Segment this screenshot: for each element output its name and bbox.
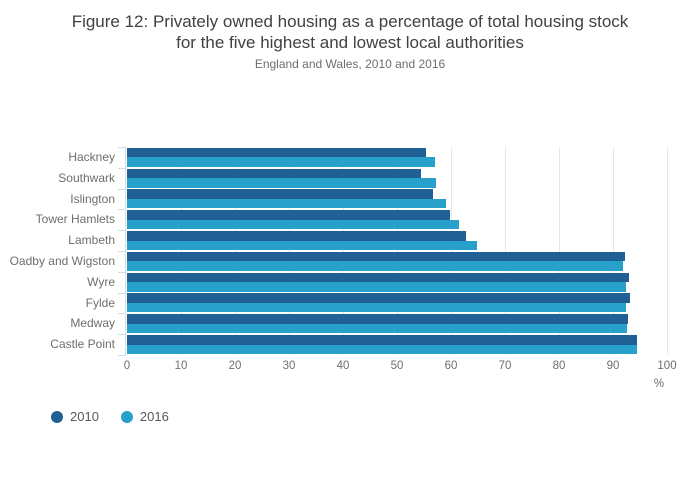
legend-label-2010: 2010	[70, 409, 99, 424]
bar-2016-castle-point	[127, 344, 637, 355]
y-axis-tick	[118, 313, 125, 315]
x-tick-label-20: 20	[228, 360, 242, 372]
category-label-medway: Medway	[70, 316, 115, 331]
x-tick-label-100: 100	[657, 360, 677, 372]
y-axis-tick	[118, 167, 125, 169]
bar-2016-medway	[127, 323, 627, 334]
category-label-islington: Islington	[70, 191, 115, 206]
bar-2010-tower-hamlets	[127, 210, 450, 220]
legend-marker-2010-icon	[51, 410, 63, 423]
plot-area	[118, 147, 668, 356]
bar-group-medway	[127, 313, 667, 334]
x-tick-label-10: 10	[174, 360, 188, 372]
y-axis-tick	[118, 209, 125, 211]
y-axis-labels: Hackney Southwark Islington Tower Hamlets La…	[0, 147, 115, 355]
chart-title: Figure 12: Privately owned housing as a …	[0, 11, 700, 53]
bar-group-tower-hamlets	[127, 209, 667, 230]
y-axis-tick	[118, 292, 125, 294]
y-axis-tick	[118, 188, 125, 190]
bar-2016-tower-hamlets	[127, 219, 460, 230]
category-label-oadby-and-wigston: Oadby and Wigston	[9, 254, 115, 268]
bar-2016-wyre	[127, 282, 626, 292]
x-tick-label-0: 0	[123, 360, 131, 372]
y-axis-tick	[118, 147, 125, 148]
y-axis-tick	[118, 251, 125, 252]
y-axis-tick	[118, 355, 125, 356]
category-label-castle-point: Castle Point	[50, 337, 115, 352]
gridline-10	[181, 147, 182, 355]
bar-2010-fylde	[127, 293, 630, 303]
bar-group-hackney	[127, 147, 667, 168]
legend-label-2016: 2016	[139, 409, 169, 424]
y-axis-line	[125, 147, 126, 355]
gridline-90	[613, 147, 614, 355]
y-axis-tick	[118, 334, 125, 336]
bar-group-southwark	[127, 168, 667, 189]
bar-group-wyre	[127, 272, 667, 293]
gridline-70	[505, 147, 506, 355]
bar-2016-hackney	[127, 157, 435, 167]
gridline-40	[343, 147, 344, 355]
bar-2010-hackney	[127, 147, 426, 158]
bar-2016-oadby-and-wigston	[127, 261, 624, 271]
legend-marker-2016-icon	[120, 410, 133, 423]
category-label-hackney: Hackney	[68, 150, 115, 164]
gridline-100	[667, 147, 668, 355]
legend-item-2010[interactable]: 2010	[51, 409, 99, 424]
bar-group-lambeth	[127, 230, 667, 251]
legend-item-2016[interactable]: 2016	[120, 409, 169, 424]
bar-group-islington	[127, 189, 667, 210]
x-tick-label-70: 70	[498, 360, 512, 372]
bar-2010-castle-point	[127, 335, 637, 345]
bar-group-castle-point	[127, 334, 667, 355]
bar-2016-fylde	[127, 302, 626, 313]
x-tick-label-80: 80	[552, 360, 566, 372]
x-tick-label-50: 50	[390, 360, 404, 372]
x-tick-label-90: 90	[606, 360, 620, 372]
gridline-60	[451, 147, 452, 355]
bar-2016-lambeth	[127, 240, 477, 251]
legend: 2010 2016	[51, 409, 191, 424]
bar-group-fylde	[127, 293, 667, 314]
x-tick-label-60: 60	[444, 360, 458, 372]
y-axis-tick	[118, 271, 125, 273]
bar-2016-islington	[127, 198, 447, 209]
gridline-20	[235, 147, 236, 355]
y-axis-tick	[118, 230, 125, 232]
bar-group-oadby-and-wigston	[127, 251, 667, 272]
bar-2010-medway	[127, 314, 628, 324]
chart-title-line2: for the five highest and lowest local au…	[176, 33, 524, 52]
gridline-80	[559, 147, 560, 355]
gridline-30	[289, 147, 290, 355]
x-tick-label-30: 30	[282, 360, 296, 372]
x-axis-tick-labels: 0 10 20 30 40 50 60 70 80 90 100	[123, 360, 677, 374]
gridline-50	[397, 147, 398, 355]
bar-2010-southwark	[127, 168, 421, 179]
x-axis-unit-label: %	[653, 378, 665, 390]
category-label-fylde: Fylde	[85, 295, 115, 310]
category-label-southwark: Southwark	[58, 170, 115, 185]
category-label-wyre: Wyre	[87, 274, 115, 289]
bar-2016-southwark	[127, 178, 437, 188]
x-tick-label-40: 40	[336, 360, 350, 372]
bar-2010-wyre	[127, 272, 629, 283]
chart-title-line1: Figure 12: Privately owned housing as a …	[71, 12, 629, 31]
bar-2010-lambeth	[127, 231, 466, 241]
chart-subtitle: England and Wales, 2010 and 2016	[254, 57, 446, 71]
category-label-lambeth: Lambeth	[68, 233, 115, 248]
category-label-tower-hamlets: Tower Hamlets	[35, 212, 115, 227]
bar-2010-islington	[127, 189, 434, 199]
bar-2010-oadby-and-wigston	[127, 251, 626, 262]
